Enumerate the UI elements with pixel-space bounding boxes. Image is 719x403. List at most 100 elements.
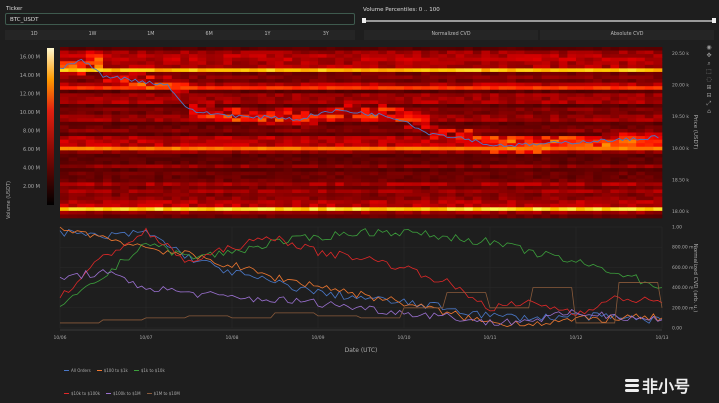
heatmap-cell xyxy=(369,164,379,169)
heatmap-cell xyxy=(249,107,259,112)
heatmap-cell xyxy=(550,107,560,112)
heatmap-cell xyxy=(94,107,104,112)
heatmap-cell xyxy=(266,146,276,151)
legend-item[interactable]: $100k to $1M xyxy=(106,391,141,396)
heatmap-cell xyxy=(653,86,663,91)
heatmap-cell xyxy=(464,193,474,197)
heatmap-cell xyxy=(558,71,568,76)
x-axis-title: Date (UTC) xyxy=(345,347,378,354)
timeframe-button-1y[interactable]: 1Y xyxy=(238,30,297,40)
heatmap-cell xyxy=(326,203,336,208)
heatmap-cell xyxy=(206,111,216,115)
legend-item[interactable]: All Orders xyxy=(64,368,91,373)
cvd-mode-button-1[interactable]: Absolute CVD xyxy=(540,30,714,40)
camera-icon[interactable]: ◉ xyxy=(706,44,712,51)
heatmap-cell xyxy=(412,68,422,73)
heatmap-cell xyxy=(257,47,267,51)
heatmap-cell xyxy=(455,150,465,155)
heatmap-cell xyxy=(576,82,585,87)
heatmap-cell xyxy=(180,47,190,51)
timeframe-button-3y[interactable]: 3Y xyxy=(296,30,355,40)
lasso-icon[interactable]: ◌ xyxy=(706,76,712,83)
heatmap-cell xyxy=(249,193,259,197)
heatmap-cell xyxy=(619,210,628,215)
heatmap-cell xyxy=(137,178,147,183)
heatmap-cell xyxy=(318,193,327,197)
heatmap-cell xyxy=(335,79,345,83)
heatmap-cell xyxy=(636,82,646,87)
heatmap-cell xyxy=(412,114,422,119)
heatmap-cell xyxy=(429,150,439,155)
heatmap-cell xyxy=(429,96,439,101)
zoom-in-icon[interactable]: ⊞ xyxy=(706,84,712,91)
autoscale-icon[interactable]: ⤢ xyxy=(706,100,712,107)
timeframe-button-6m[interactable]: 6M xyxy=(179,30,239,40)
heatmap-cell xyxy=(395,210,405,215)
timeframe-button-1w[interactable]: 1W xyxy=(63,30,122,40)
heatmap-cell xyxy=(619,168,628,172)
heatmap-cell xyxy=(214,104,224,108)
heatmap-cell xyxy=(257,139,267,144)
timeframe-button-1d[interactable]: 1D xyxy=(5,30,64,40)
heatmap-cell xyxy=(214,100,224,105)
heatmap-cell xyxy=(412,161,422,165)
heatmap-cell xyxy=(77,82,87,87)
heatmap-cell xyxy=(421,196,431,201)
ticker-input[interactable]: BTC_USDT xyxy=(5,13,355,25)
heatmap-cell xyxy=(464,121,474,126)
heatmap-cell xyxy=(455,125,465,130)
legend-item[interactable]: $1k to $10k xyxy=(133,368,165,373)
cvd-mode-button-0[interactable]: Normalized CVD xyxy=(364,30,538,40)
heatmap-cell xyxy=(128,153,138,158)
heatmap-cell xyxy=(533,146,542,151)
heatmap-cell xyxy=(567,93,577,98)
heatmap-cell xyxy=(318,61,327,66)
heatmap-cell xyxy=(438,153,448,158)
volume-range-slider[interactable] xyxy=(364,20,714,22)
heatmap-cell xyxy=(154,104,164,108)
legend-item[interactable]: $10k to $100k xyxy=(64,391,100,396)
heatmap-cell xyxy=(77,185,87,190)
slider-min-handle[interactable] xyxy=(362,18,366,23)
heatmap-cell xyxy=(455,89,465,94)
heatmap-cell xyxy=(94,136,104,140)
heatmap-cell xyxy=(576,136,585,140)
pan-icon[interactable]: ✥ xyxy=(706,52,712,59)
heatmap-cell xyxy=(498,79,508,83)
zoom-out-icon[interactable]: ⊟ xyxy=(706,92,712,99)
colorbar-tick-label: 2.00 M xyxy=(23,184,40,190)
heatmap-cell xyxy=(189,54,198,58)
heatmap-cell xyxy=(438,150,448,155)
reset-icon[interactable]: ⌂ xyxy=(707,108,711,115)
heatmap-cell xyxy=(636,136,646,140)
heatmap-cell xyxy=(232,50,241,55)
heatmap-cell xyxy=(171,121,181,126)
heatmap-cell xyxy=(68,182,78,187)
heatmap-cell xyxy=(343,196,353,201)
heatmap-cell xyxy=(343,75,353,80)
heatmap-cell xyxy=(610,214,620,219)
heatmap-cell xyxy=(412,200,422,205)
heatmap-cell xyxy=(146,150,155,155)
colorbar-tick-label: 6.00 M xyxy=(23,147,40,153)
legend-item[interactable]: $100 to $1k xyxy=(96,368,128,373)
heatmap-cell xyxy=(257,89,267,94)
heatmap-cell xyxy=(283,47,293,51)
box-select-icon[interactable]: ⬚ xyxy=(706,68,712,75)
heatmap-cell xyxy=(481,54,491,58)
heatmap-cell xyxy=(378,161,388,165)
zoom-icon[interactable]: ⌕ xyxy=(707,60,711,67)
timeframe-button-1m[interactable]: 1M xyxy=(121,30,180,40)
heatmap-cell xyxy=(481,100,491,105)
slider-max-handle[interactable] xyxy=(712,18,716,23)
heatmap-cell xyxy=(438,193,448,197)
heatmap-cell xyxy=(412,107,422,112)
heatmap-cell xyxy=(326,193,336,197)
heatmap-cell xyxy=(404,214,413,219)
heatmap-cell xyxy=(455,189,465,194)
heatmap-cell xyxy=(60,57,69,62)
heatmap-cell xyxy=(180,71,190,76)
heatmap-cell xyxy=(326,150,336,155)
legend-item[interactable]: $1M to $10M xyxy=(146,391,180,396)
